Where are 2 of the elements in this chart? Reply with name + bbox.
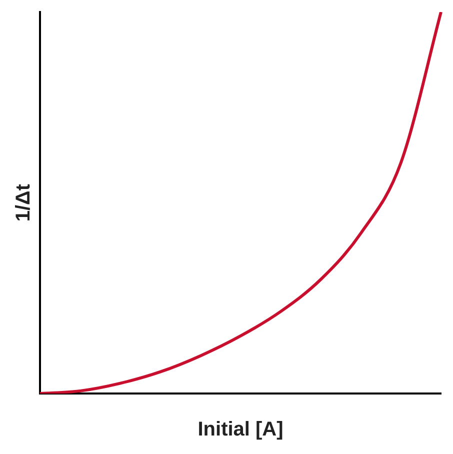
y-axis-title: 1/Δt — [12, 184, 35, 222]
x-axis-title: Initial [A] — [198, 418, 284, 441]
